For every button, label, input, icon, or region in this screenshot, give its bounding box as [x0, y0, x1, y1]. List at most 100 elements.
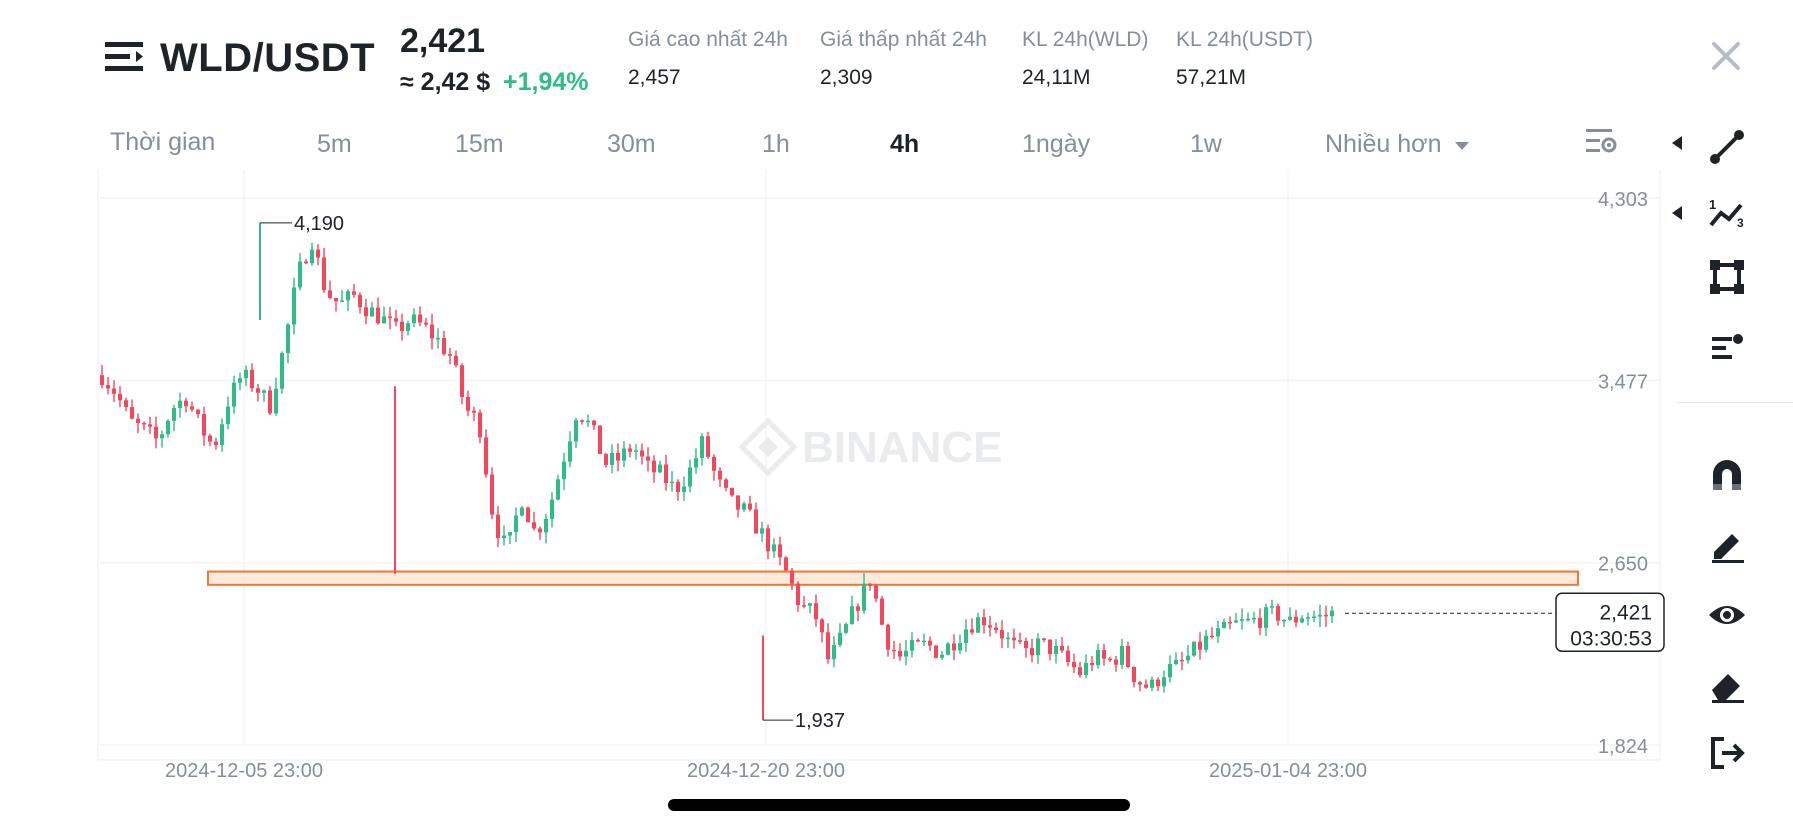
candle-body — [274, 388, 278, 414]
rectangle-tool[interactable] — [1702, 252, 1752, 302]
magnet-tool[interactable] — [1702, 450, 1752, 500]
rectangle-shape-icon — [1710, 260, 1744, 294]
support-zone-rectangle[interactable] — [207, 570, 1579, 586]
close-icon[interactable] — [1708, 38, 1744, 74]
trend-line-icon — [1710, 130, 1744, 164]
candle-body — [1084, 662, 1088, 676]
candle-body — [802, 605, 806, 607]
caret-left-icon[interactable] — [1672, 136, 1682, 150]
candle-body — [1240, 619, 1244, 621]
candle-body — [1246, 618, 1250, 621]
pair-name[interactable]: WLD/USDT — [160, 36, 376, 80]
y-tick-label: 3,477 — [1598, 371, 1648, 393]
trend-line-tool[interactable] — [1702, 122, 1752, 172]
tab-30m[interactable]: 30m — [607, 130, 656, 158]
candle-body — [1042, 638, 1046, 640]
chart-annotations: 4,190 1,937 — [260, 213, 845, 732]
candle-body — [940, 654, 944, 658]
candle-body — [898, 650, 902, 657]
candle-body — [700, 436, 704, 459]
current-price-tag: 2,421 03:30:53 — [1345, 592, 1665, 653]
candle-body — [1096, 650, 1100, 666]
candle-body — [730, 487, 734, 496]
more-intervals-dropdown[interactable]: Nhiều hơn — [1325, 130, 1470, 159]
candle-body — [448, 354, 452, 356]
tab-15m[interactable]: 15m — [455, 130, 504, 158]
candle-body — [670, 481, 674, 484]
tab-1h[interactable]: 1h — [762, 130, 790, 158]
candle-body — [568, 441, 572, 462]
candle-body — [322, 257, 326, 291]
visibility-tool[interactable] — [1702, 590, 1752, 640]
candle-body — [934, 645, 938, 658]
current-price-box — [1555, 592, 1665, 653]
candle-body — [424, 322, 428, 325]
fibonacci-tool[interactable]: 1 3 — [1702, 188, 1752, 238]
chart-settings-icon[interactable] — [1585, 126, 1617, 156]
tab-5m[interactable]: 5m — [317, 130, 352, 158]
candle-body — [262, 390, 266, 393]
candle-body — [838, 632, 842, 645]
candle-body — [646, 456, 650, 461]
candle-body — [988, 625, 992, 628]
pencil-tool[interactable] — [1702, 520, 1752, 570]
candle-body — [1282, 619, 1286, 622]
stat-24h-volume-usdt: KL 24h(USDT) 57,21M — [1176, 28, 1313, 90]
candle-body — [136, 418, 140, 423]
candle-body — [1168, 664, 1172, 678]
eraser-tool[interactable] — [1702, 660, 1752, 710]
candle-countdown: 03:30:53 — [1570, 627, 1652, 650]
candle-body — [820, 619, 824, 633]
drawing-toolbar: 1 3 — [1672, 120, 1793, 769]
tab-1w[interactable]: 1w — [1190, 130, 1222, 158]
candle-body — [184, 400, 188, 407]
candle-body — [1090, 662, 1094, 666]
candle-body — [580, 420, 584, 422]
candle-body — [772, 544, 776, 552]
caret-left-icon[interactable] — [1672, 206, 1682, 220]
candle-body — [1174, 659, 1178, 665]
candle-body — [928, 640, 932, 646]
hamburger-menu-icon[interactable] — [105, 38, 143, 76]
candle-body — [736, 495, 740, 510]
candle-body — [1252, 617, 1256, 620]
candle-body — [976, 617, 980, 633]
text-annotation-tool[interactable] — [1702, 322, 1752, 372]
candle-body — [610, 452, 614, 465]
candle-body — [418, 314, 422, 323]
svg-text:1: 1 — [1709, 197, 1716, 212]
candle-body — [544, 518, 548, 533]
candle-body — [1258, 617, 1262, 629]
candle-body — [484, 437, 488, 475]
candle-body — [778, 544, 782, 558]
exit-tool[interactable] — [1702, 728, 1752, 778]
candle-body — [472, 410, 476, 413]
candle-body — [154, 426, 158, 439]
last-price: 2,421 — [400, 22, 486, 60]
candle-body — [508, 532, 512, 536]
candle-body — [304, 261, 308, 264]
candle-body — [436, 337, 440, 340]
candle-body — [370, 307, 374, 317]
candle-body — [952, 643, 956, 651]
candle-body — [622, 448, 626, 461]
candle-body — [340, 300, 344, 302]
candle-body — [586, 420, 590, 423]
candle-body — [982, 617, 986, 626]
price-axis: 4,303 3,477 2,650 1,824 — [1598, 189, 1648, 758]
tab-4h[interactable]: 4h — [890, 130, 920, 158]
time-label: Thời gian — [110, 128, 216, 156]
tab-1day[interactable]: 1ngày — [1022, 130, 1091, 158]
candle-body — [1228, 621, 1232, 624]
candle-body — [130, 407, 134, 419]
candle-body — [244, 369, 248, 379]
price-change-percent: +1,94% — [503, 68, 589, 96]
candle-body — [688, 467, 692, 487]
high-price-label: 4,190 — [294, 213, 344, 235]
candle-body — [1066, 650, 1070, 663]
candle-body — [826, 632, 830, 660]
caret-down-icon — [1455, 142, 1470, 150]
pencil-icon — [1712, 534, 1744, 563]
candle-body — [502, 535, 506, 539]
